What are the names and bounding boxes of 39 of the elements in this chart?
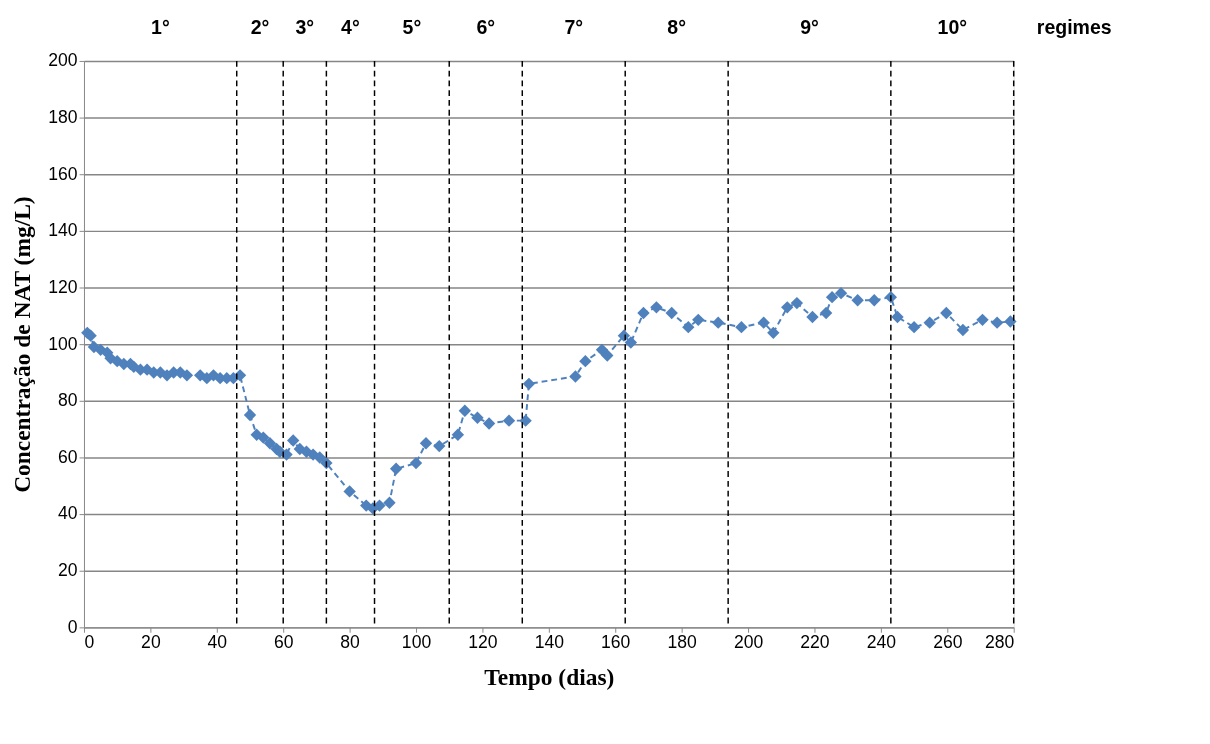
text: 9°	[800, 15, 819, 38]
y-tick-label: 0	[67, 616, 78, 637]
y-tick-label: 120	[48, 276, 78, 297]
text: 8°	[667, 15, 687, 38]
x-tick-label: 160	[601, 632, 631, 653]
y-tick-label: 100	[48, 333, 78, 354]
x-tick-label: 220	[800, 632, 830, 653]
x-tick-label: 140	[534, 632, 565, 653]
x-tick-label: 260	[933, 632, 963, 653]
text: regimes	[1036, 15, 1112, 38]
y-axis-title: Concentração de NAT (mg/L)	[8, 196, 35, 493]
text: 10°	[937, 15, 968, 38]
text: 7°	[564, 15, 584, 38]
text: 2°	[250, 15, 270, 38]
y-tick-label: 160	[48, 163, 78, 184]
y-tick-label: 60	[58, 446, 78, 467]
x-tick-label: 200	[733, 632, 764, 653]
x-tick-label: 0	[84, 632, 95, 653]
text: 4°	[341, 15, 360, 38]
x-tick-label: 40	[207, 632, 228, 653]
y-tick-label: 80	[58, 390, 78, 411]
y-tick-label: 180	[48, 106, 78, 127]
text: 3°	[295, 15, 315, 38]
y-tick-label: 20	[58, 560, 78, 581]
y-tick-label: 40	[58, 503, 78, 524]
text: 5°	[402, 15, 422, 38]
x-tick-label: 80	[340, 632, 361, 653]
y-tick-label: 200	[48, 50, 78, 71]
x-tick-label: 20	[141, 632, 161, 653]
y-tick-label: 140	[48, 220, 78, 241]
x-tick-label: 280	[984, 632, 1015, 653]
text: 6°	[476, 15, 496, 38]
x-tick-label: 180	[667, 632, 698, 653]
x-tick-label: 100	[401, 632, 432, 653]
x-axis-title: Tempo (dias)	[484, 663, 615, 690]
x-tick-label: 120	[468, 632, 498, 653]
x-tick-label: 240	[866, 632, 897, 653]
x-tick-label: 60	[273, 632, 294, 653]
text: 1°	[151, 15, 170, 38]
